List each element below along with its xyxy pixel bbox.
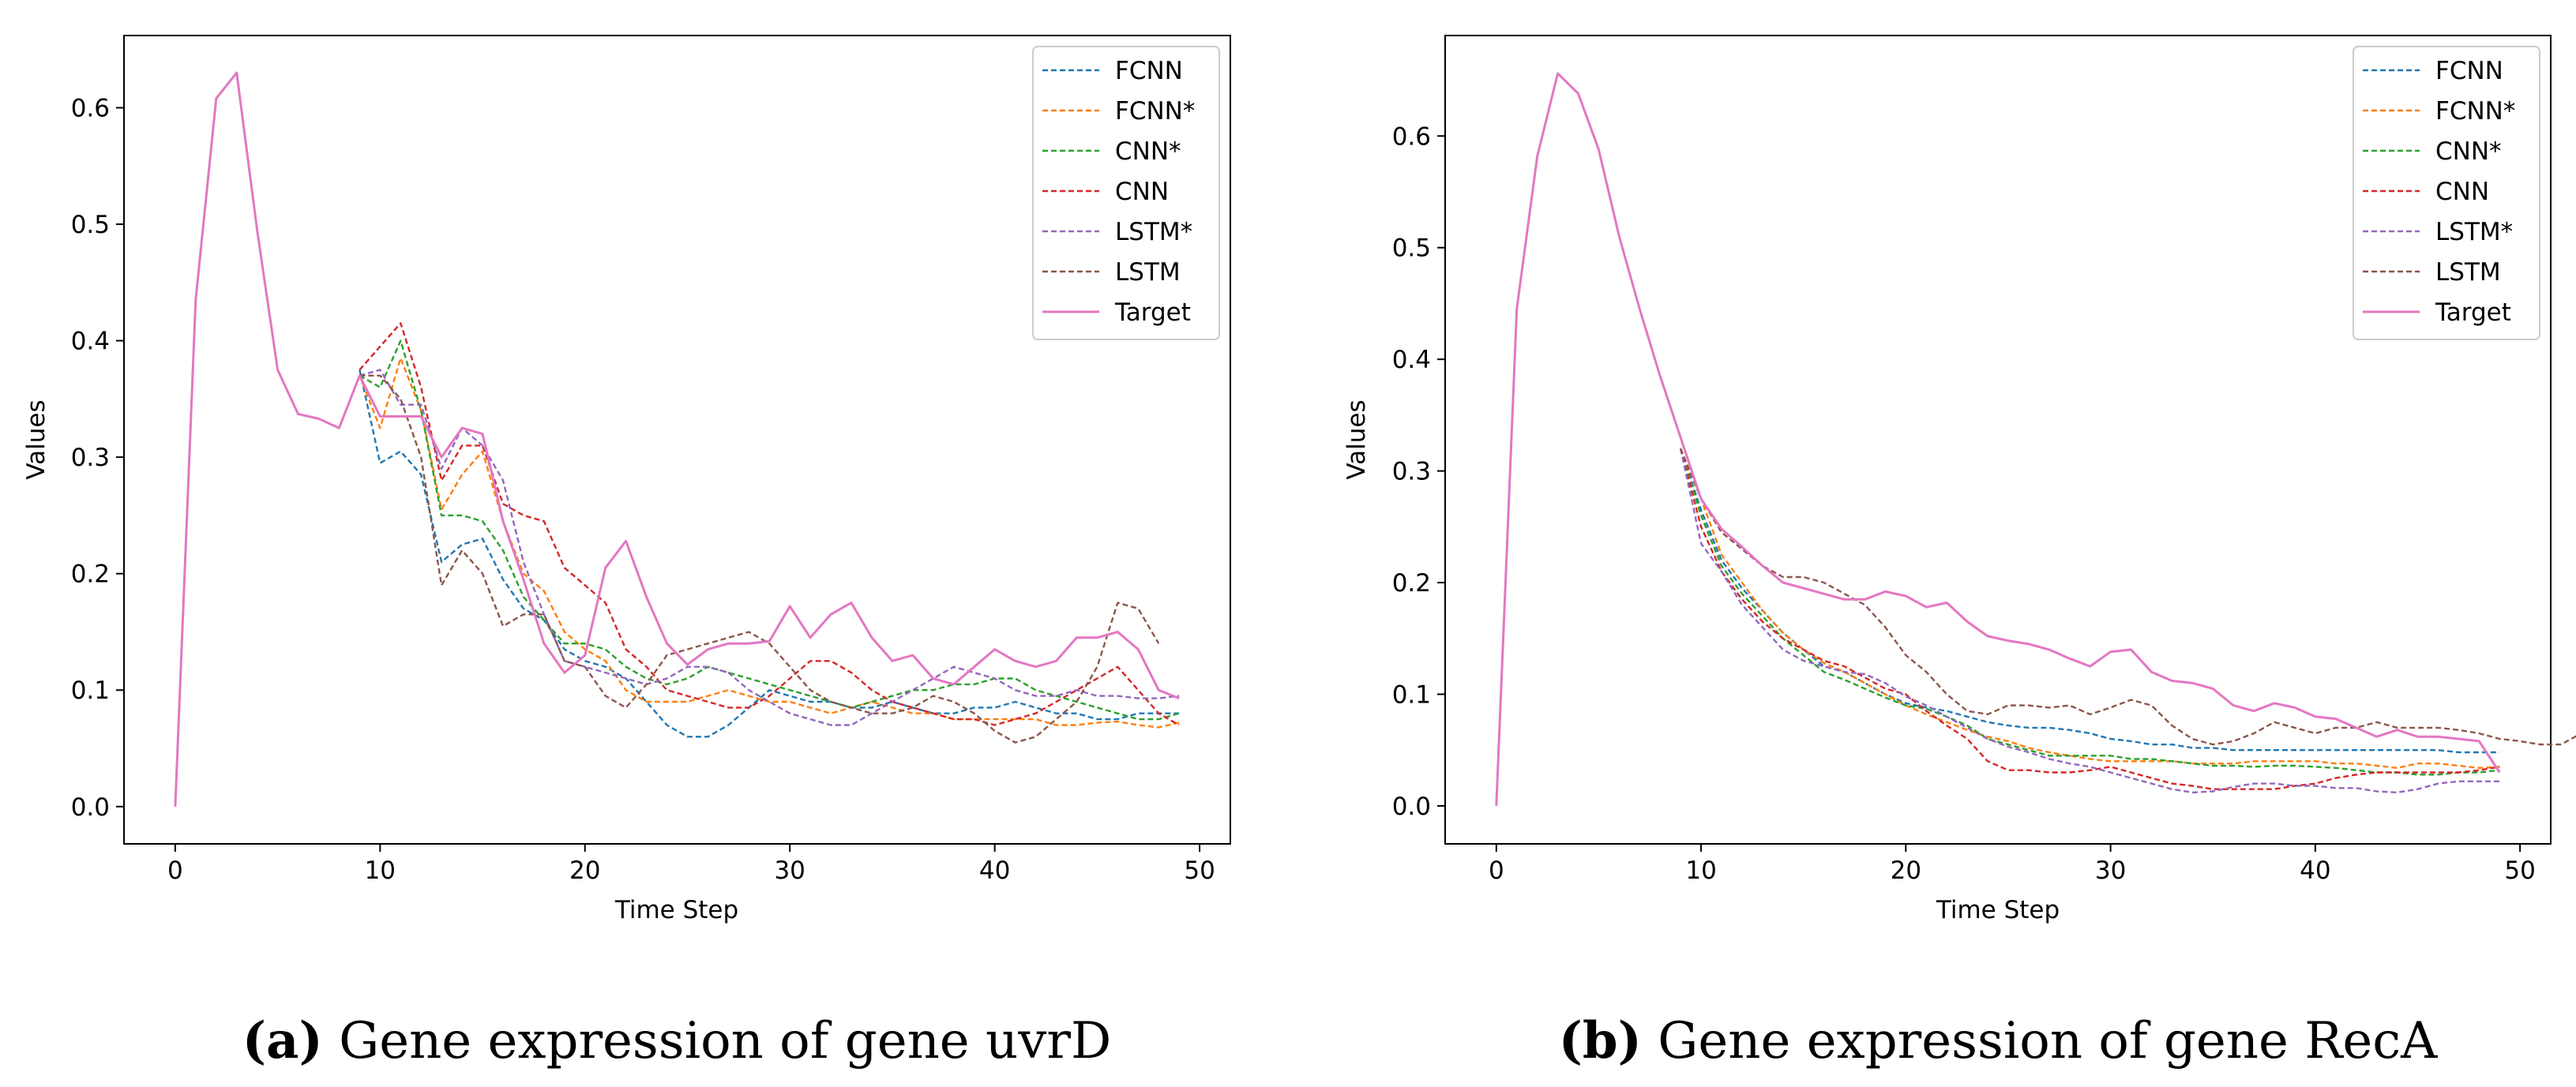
series-line-cnn-star bbox=[1679, 448, 2500, 776]
x-axis-label-a: Time Step bbox=[614, 896, 738, 924]
x-axis-label-b: Time Step bbox=[1936, 896, 2060, 924]
axis-ticks-b: 0 10 20 30 40 50 0.0 0.1 0.2 0.3 0.4 0.5 0.6 bbox=[1392, 122, 2536, 885]
x-tick-label: 20 bbox=[1891, 856, 1921, 885]
chart-panel-b: 0 10 20 30 40 500.00.10.20.30.40.50.6 FCNNFCN… bbox=[1342, 35, 2576, 1070]
series-line-fcnn bbox=[359, 369, 1180, 738]
series-line-lstm-star bbox=[359, 369, 1180, 726]
legend-label: CNN bbox=[2435, 178, 2489, 206]
series-line-cnn bbox=[1679, 448, 2500, 790]
series-group-b bbox=[1495, 72, 2576, 806]
legend-label: CNN* bbox=[2435, 137, 2502, 166]
y-tick-label: 0.0 bbox=[1392, 793, 1431, 821]
legend-label: Target bbox=[1114, 298, 1191, 327]
x-tick-label: 20 bbox=[569, 856, 600, 885]
legend-label: FCNN* bbox=[1115, 97, 1195, 126]
series-line-fcnn-star bbox=[359, 357, 1180, 729]
x-tick-label: 30 bbox=[774, 856, 805, 885]
chart-panel-a: 0 10 20 30 40 500.00.10.20.30.40.50.6 FCNNFCN… bbox=[22, 35, 1231, 1070]
y-tick-label: 0.5 bbox=[71, 211, 110, 239]
y-axis-label-a: Values bbox=[22, 399, 51, 479]
caption-b-letter: (b) bbox=[1559, 1011, 1642, 1070]
x-tick-label: 50 bbox=[2504, 856, 2535, 885]
legend-label: LSTM* bbox=[2435, 218, 2513, 246]
axis-ticks-a: 0 10 20 30 40 50 0.0 0.1 0.2 0.3 0.4 0.5 0.6 bbox=[71, 94, 1215, 885]
legend-label: FCNN bbox=[1115, 57, 1183, 85]
series-line-target bbox=[1495, 72, 2501, 806]
y-tick-label: 0.1 bbox=[1392, 680, 1431, 709]
legend-label: Target bbox=[2435, 298, 2511, 327]
y-tick-label: 0.6 bbox=[71, 94, 110, 122]
x-tick-label: 50 bbox=[1184, 856, 1215, 885]
series-line-cnn-star bbox=[359, 339, 1180, 721]
legend-a: FCNN FCNN* CNN* CNN LSTM* LSTM Target bbox=[1032, 46, 1220, 340]
x-tick-label: 10 bbox=[365, 856, 396, 885]
series-line-fcnn-star bbox=[1679, 448, 2500, 769]
legend-label: LSTM bbox=[2435, 258, 2501, 287]
y-tick-label: 0.2 bbox=[1392, 569, 1431, 598]
legend-label: LSTM bbox=[1115, 258, 1181, 287]
x-tick-label: 40 bbox=[979, 856, 1010, 885]
caption-b: (b) Gene expression of gene RecA bbox=[1559, 1011, 2439, 1070]
y-tick-label: 0.4 bbox=[1392, 346, 1431, 374]
legend-box bbox=[1032, 46, 1220, 340]
y-tick-label: 0.5 bbox=[1392, 234, 1431, 263]
caption-b-text: Gene expression of gene RecA bbox=[1642, 1012, 2438, 1070]
series-line-cnn bbox=[359, 322, 1180, 726]
y-axis-label-b: Values bbox=[1342, 399, 1371, 479]
x-tick-label: 40 bbox=[2300, 856, 2330, 885]
legend-b: FCNN FCNN* CNN* CNN LSTM* LSTM Target bbox=[2353, 46, 2540, 340]
series-line-lstm bbox=[1679, 448, 2576, 746]
x-tick-label: 30 bbox=[2095, 856, 2126, 885]
legend-label: FCNN bbox=[2435, 57, 2503, 85]
legend-label: LSTM* bbox=[1115, 218, 1192, 246]
x-tick-label: 10 bbox=[1685, 856, 1716, 885]
x-tick-label: 0 bbox=[167, 856, 183, 885]
series-line-fcnn bbox=[1679, 448, 2500, 754]
y-tick-label: 0.0 bbox=[71, 793, 110, 822]
legend-label: CNN bbox=[1115, 178, 1169, 206]
y-tick-label: 0.3 bbox=[1392, 458, 1431, 486]
y-tick-label: 0.3 bbox=[71, 444, 110, 472]
caption-a: (a) Gene expression of gene uvrD bbox=[242, 1011, 1112, 1070]
series-line-lstm bbox=[359, 374, 1160, 744]
series-group-a bbox=[174, 71, 1180, 807]
legend-box bbox=[2353, 46, 2540, 340]
series-line-target bbox=[174, 71, 1180, 807]
y-tick-label: 0.4 bbox=[71, 328, 110, 356]
legend-label: FCNN* bbox=[2435, 97, 2515, 126]
y-tick-label: 0.1 bbox=[71, 677, 110, 705]
y-tick-label: 0.6 bbox=[1392, 122, 1431, 151]
legend-label: CNN* bbox=[1115, 137, 1181, 166]
x-tick-label: 0 bbox=[1489, 856, 1504, 885]
caption-a-letter: (a) bbox=[242, 1011, 323, 1070]
y-tick-label: 0.2 bbox=[71, 560, 110, 589]
caption-a-text: Gene expression of gene uvrD bbox=[323, 1012, 1112, 1070]
